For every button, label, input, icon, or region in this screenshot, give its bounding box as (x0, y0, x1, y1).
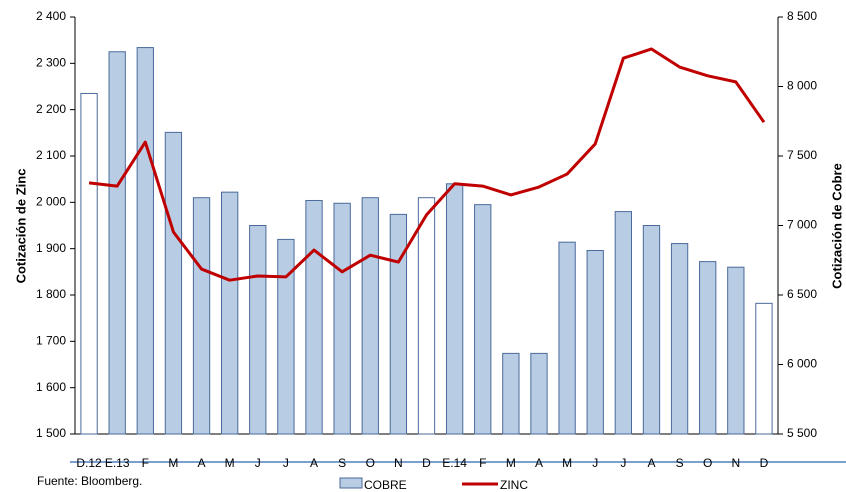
x-tick-label: S (338, 456, 346, 470)
bar (642, 225, 661, 435)
bar (192, 197, 211, 435)
x-tick-label: E.14 (442, 456, 467, 470)
x-tick-label: D (760, 456, 769, 470)
x-tick-label: N (394, 456, 403, 470)
y-tick-label: 2 100 (36, 148, 66, 162)
bar (727, 266, 745, 435)
y2-tick-label: 6 500 (787, 287, 817, 301)
bar (80, 92, 98, 435)
x-tick-label: F (142, 456, 149, 470)
y2-tick-label: 8 000 (787, 79, 817, 93)
y2-tick-label: 8 500 (787, 9, 817, 23)
x-tick-label: S (676, 456, 684, 470)
x-tick-label: F (479, 456, 486, 470)
bar (136, 47, 154, 435)
bar (474, 204, 492, 435)
x-tick-label: M (506, 456, 516, 470)
x-tick-label: N (731, 456, 740, 470)
y2-tick-label: 7 000 (787, 218, 817, 232)
bar (614, 211, 632, 435)
y-tick-label: 1 900 (36, 241, 66, 255)
legend-label: ZINC (500, 478, 528, 492)
x-tick-label: J (620, 456, 626, 470)
x-tick-label: A (647, 456, 655, 470)
y-tick-label: 2 200 (36, 102, 66, 116)
bar (530, 352, 548, 435)
x-tick-label: O (703, 456, 712, 470)
x-tick-label: A (535, 456, 543, 470)
x-tick-label: D.12 (76, 456, 102, 470)
bar (249, 225, 267, 435)
bar (333, 202, 351, 435)
y-tick-label: 1 600 (36, 380, 66, 394)
bar (108, 51, 126, 435)
bar (445, 183, 464, 435)
x-tick-label: A (198, 456, 206, 470)
x-tick-label: M (562, 456, 572, 470)
bar (586, 250, 604, 435)
x-tick-label: D (422, 456, 431, 470)
bar (755, 302, 773, 435)
bar (558, 241, 576, 435)
y-tick-label: 1 500 (36, 426, 66, 440)
bar (699, 261, 717, 435)
x-tick-label: A (310, 456, 318, 470)
bar (277, 238, 295, 435)
x-tick-label: J (592, 456, 598, 470)
legend-label: COBRE (364, 478, 407, 492)
y2-axis-title: Cotización de Cobre (829, 163, 844, 289)
y2-tick-label: 6 000 (787, 357, 817, 371)
y-tick-label: 2 400 (36, 9, 66, 23)
x-tick-label: E.13 (105, 456, 130, 470)
legend-swatch (339, 477, 363, 489)
bar (389, 213, 408, 435)
y-tick-label: 2 300 (36, 56, 66, 70)
bar (502, 352, 520, 435)
y2-tick-label: 5 500 (787, 426, 817, 440)
y-axis-title: Cotización de Zinc (13, 169, 28, 284)
bar (164, 131, 183, 435)
y-tick-label: 1 800 (36, 287, 66, 301)
x-tick-label: J (283, 456, 289, 470)
x-tick-label: M (168, 456, 178, 470)
x-tick-label: O (366, 456, 375, 470)
bar (670, 243, 689, 435)
x-tick-label: J (255, 456, 261, 470)
x-tick-label: M (225, 456, 235, 470)
y2-tick-label: 7 500 (787, 148, 817, 162)
line (88, 47, 766, 282)
y-tick-label: 2 000 (36, 195, 66, 209)
y-tick-label: 1 700 (36, 334, 66, 348)
bar (305, 199, 323, 435)
bar (417, 197, 436, 435)
bar (361, 197, 379, 435)
source-note: Fuente: Bloomberg. (37, 474, 142, 488)
bar (221, 191, 239, 435)
